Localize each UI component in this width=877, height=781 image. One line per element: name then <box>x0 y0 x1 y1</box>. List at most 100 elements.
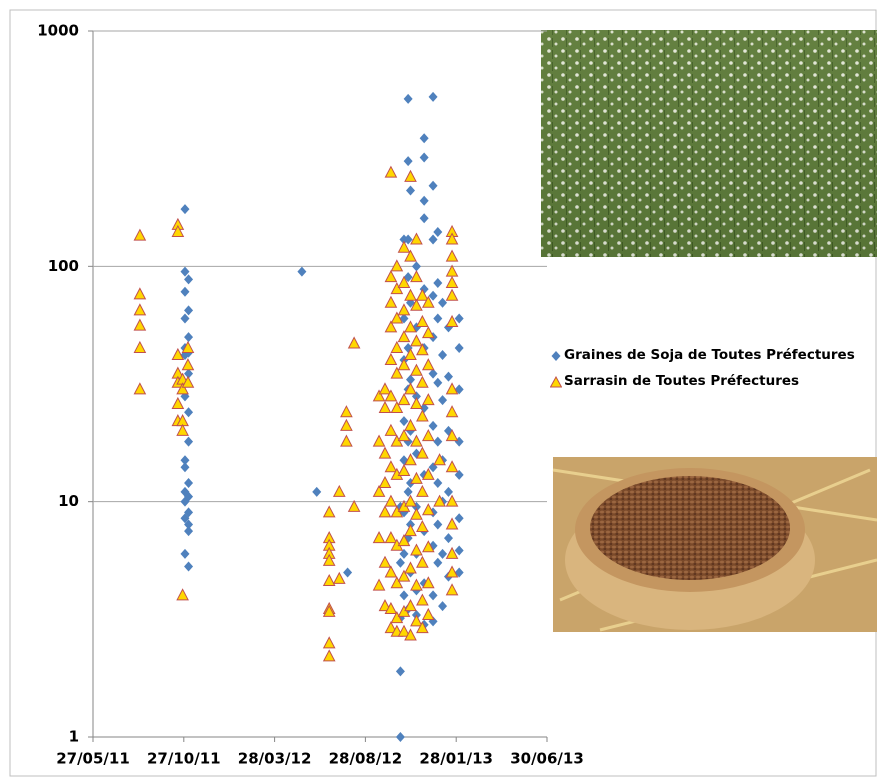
legend: Graines de Soja de Toutes Préfectures Sar… <box>550 346 855 398</box>
point <box>404 288 417 301</box>
point <box>397 275 411 288</box>
point <box>404 382 417 395</box>
point <box>180 313 190 324</box>
point <box>416 593 429 606</box>
point <box>416 484 429 497</box>
point <box>184 561 194 572</box>
point <box>397 569 411 582</box>
legend-marker <box>551 351 561 361</box>
point <box>171 347 185 360</box>
legend-label: Sarrasin de Toutes Préfectures <box>564 373 800 389</box>
point <box>433 478 443 489</box>
point <box>421 393 435 406</box>
point <box>445 405 459 418</box>
point <box>390 576 404 589</box>
legend-label: Graines de Soja de Toutes Préfectures <box>564 347 855 363</box>
point <box>399 590 409 601</box>
point <box>404 453 417 466</box>
point <box>133 318 147 331</box>
chart-frame <box>9 9 877 777</box>
point <box>403 93 413 104</box>
point <box>421 428 435 442</box>
point <box>419 133 429 144</box>
point <box>433 377 443 388</box>
point <box>404 523 417 537</box>
point <box>416 288 429 301</box>
point <box>438 601 448 612</box>
point <box>390 282 404 295</box>
point <box>410 434 423 447</box>
point <box>384 565 398 578</box>
point <box>403 486 413 497</box>
point <box>384 601 398 614</box>
point <box>445 264 459 277</box>
point <box>421 503 435 516</box>
point <box>445 275 459 288</box>
point <box>395 666 405 677</box>
point <box>378 505 392 518</box>
point <box>322 573 336 587</box>
point <box>390 259 404 272</box>
point <box>433 494 446 507</box>
point <box>184 519 194 530</box>
point <box>399 416 409 427</box>
point <box>443 533 453 544</box>
point <box>180 548 190 559</box>
legend-entry: Sarrasin de Toutes Préfectures <box>550 372 855 390</box>
point <box>332 571 346 584</box>
point <box>421 467 435 480</box>
point <box>411 261 421 272</box>
x-tick-label: 28/03/12 <box>238 750 312 768</box>
point <box>322 636 336 649</box>
point <box>410 543 423 556</box>
point <box>384 531 398 544</box>
point <box>410 298 423 311</box>
point <box>428 180 438 191</box>
point <box>410 363 423 376</box>
point <box>340 418 353 431</box>
point <box>176 423 189 436</box>
point <box>410 614 423 627</box>
point <box>421 358 435 371</box>
point <box>421 540 435 553</box>
point <box>397 428 411 442</box>
point <box>445 517 459 530</box>
point <box>384 423 398 436</box>
point <box>184 436 194 447</box>
point <box>454 342 464 353</box>
point <box>133 340 147 353</box>
point <box>397 463 411 476</box>
point <box>445 314 459 328</box>
point <box>445 460 459 473</box>
point <box>372 484 386 497</box>
legend-marker <box>550 376 562 388</box>
point <box>404 561 417 574</box>
point <box>384 270 398 283</box>
point <box>416 409 429 422</box>
point <box>410 396 423 410</box>
point <box>410 578 423 591</box>
point <box>184 526 194 537</box>
point <box>428 234 438 245</box>
point <box>454 513 464 524</box>
point <box>443 371 453 382</box>
point <box>180 462 190 473</box>
point <box>410 270 423 283</box>
point <box>428 368 438 379</box>
point <box>312 486 322 497</box>
point <box>390 400 404 414</box>
point <box>133 382 147 395</box>
point <box>438 548 448 559</box>
point <box>404 249 417 262</box>
point <box>180 455 190 466</box>
point <box>433 277 443 288</box>
point <box>445 232 459 245</box>
point <box>384 460 398 473</box>
point <box>378 555 392 568</box>
point <box>416 314 429 328</box>
point <box>322 505 336 518</box>
point <box>372 531 386 544</box>
point <box>410 334 423 347</box>
point <box>416 621 429 634</box>
point <box>421 326 435 339</box>
